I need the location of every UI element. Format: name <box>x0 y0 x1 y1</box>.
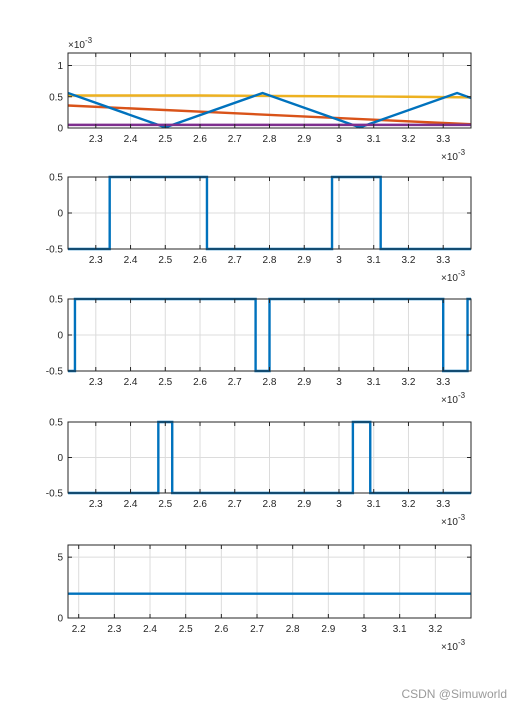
series-line-1 <box>68 297 471 373</box>
x-tick-label: 2.3 <box>89 377 103 388</box>
subplot-5: 2.2 2.3 2.4 2.5 2.6 2.7 2.8 2.9 3 3.1 3.2 0 5 ×10-3 <box>57 544 472 653</box>
x-tick-label: 2.4 <box>124 134 138 145</box>
x-tick-label: 2.6 <box>214 624 228 635</box>
x-tick-label: 2.4 <box>124 499 138 510</box>
x-tick-label: 3.2 <box>428 624 442 635</box>
x-tick-label: 3.3 <box>436 377 450 388</box>
y-tick-label: 1 <box>57 61 63 72</box>
x-tick-label: 2.5 <box>158 134 172 145</box>
y-tick-label: 0 <box>57 124 63 135</box>
x-tick-label: 2.2 <box>72 624 86 635</box>
x-tick-label: 2.9 <box>297 255 311 266</box>
x-exponent-value: -3 <box>458 269 466 278</box>
y-tick-label: 5 <box>57 553 63 564</box>
x-tick-label: 2.7 <box>228 255 242 266</box>
x-tick-label: 2.6 <box>193 499 207 510</box>
y-tick-label: 0.5 <box>49 295 63 306</box>
x-tick-label: 3 <box>336 255 342 266</box>
watermark-text: CSDN @Simuworld <box>401 687 507 701</box>
x-exponent-label: ×10-3 <box>441 513 466 528</box>
x-tick-label: 2.8 <box>263 134 277 145</box>
x-exponent-value: -3 <box>458 513 466 522</box>
x-tick-label: 3.2 <box>402 255 416 266</box>
y-tick-label: 0.5 <box>49 418 63 429</box>
x-tick-label: 2.7 <box>228 377 242 388</box>
x-tick-label: 2.4 <box>124 377 138 388</box>
y-exponent-value: -3 <box>85 36 93 45</box>
x-tick-label: 2.9 <box>297 499 311 510</box>
x-tick-label: 2.5 <box>158 255 172 266</box>
x-exponent-value: -3 <box>458 638 466 647</box>
x-tick-label: 2.6 <box>193 255 207 266</box>
x-tick-label: 2.3 <box>89 499 103 510</box>
x-tick-label: 3.2 <box>402 377 416 388</box>
x-tick-label: 2.7 <box>228 499 242 510</box>
y-tick-label: -0.5 <box>46 245 64 256</box>
x-tick-label: 2.3 <box>107 624 121 635</box>
x-tick-label: 3.1 <box>393 624 407 635</box>
x-tick-label: 2.7 <box>250 624 264 635</box>
x-tick-label: 2.6 <box>193 377 207 388</box>
x-tick-label: 2.3 <box>89 255 103 266</box>
x-tick-label: 3.3 <box>436 499 450 510</box>
x-tick-label: 2.4 <box>143 624 157 635</box>
x-tick-label: 2.3 <box>89 134 103 145</box>
subplot-3: 2.3 2.4 2.5 2.6 2.7 2.8 2.9 3 3.1 3.2 3.3 -0.5 0 0.5 ×… <box>46 295 472 406</box>
x-exponent-label: ×10-3 <box>441 391 466 406</box>
x-exponent-label: ×10-3 <box>441 269 466 284</box>
x-tick-label: 3 <box>336 134 342 145</box>
x-tick-label: 3.1 <box>367 499 381 510</box>
x-tick-label: 3 <box>361 624 367 635</box>
x-exponent-label: ×10-3 <box>441 638 466 653</box>
x-tick-label: 2.9 <box>297 377 311 388</box>
x-exponent-label: ×10-3 <box>441 148 466 163</box>
x-tick-label: 3.1 <box>367 377 381 388</box>
x-tick-label: 3.3 <box>436 134 450 145</box>
x-tick-label: 2.8 <box>286 624 300 635</box>
x-tick-label: 3.1 <box>367 134 381 145</box>
x-tick-label: 3 <box>336 499 342 510</box>
subplot-2: 2.3 2.4 2.5 2.6 2.7 2.8 2.9 3 3.1 3.2 3.3 -0.5 0 0.5 ×… <box>46 173 472 284</box>
y-tick-label: -0.5 <box>46 367 64 378</box>
x-tick-label: 3.2 <box>402 134 416 145</box>
y-tick-label: 0 <box>57 614 63 625</box>
x-tick-label: 2.8 <box>263 377 277 388</box>
subplot-4: 2.3 2.4 2.5 2.6 2.7 2.8 2.9 3 3.1 3.2 3.3 -0.5 0 0.5 ×… <box>46 418 472 528</box>
y-tick-label: 0 <box>57 331 63 342</box>
y-tick-label: 0.5 <box>49 173 63 184</box>
y-tick-label: 0.5 <box>49 92 63 103</box>
x-tick-label: 2.8 <box>263 255 277 266</box>
series-line-3 <box>68 91 471 129</box>
x-tick-label: 2.4 <box>124 255 138 266</box>
series-line-1 <box>68 94 471 99</box>
x-tick-label: 2.5 <box>158 377 172 388</box>
x-tick-label: 2.8 <box>263 499 277 510</box>
x-tick-label: 2.5 <box>158 499 172 510</box>
y-tick-label: 0 <box>57 209 63 220</box>
plot-area <box>68 545 471 618</box>
x-exponent-value: -3 <box>458 391 466 400</box>
x-tick-label: 3.1 <box>367 255 381 266</box>
y-exponent-label: ×10-3 <box>68 36 93 51</box>
x-tick-label: 2.9 <box>297 134 311 145</box>
subplot-1: 2.3 2.4 2.5 2.6 2.7 2.8 2.9 3 3.1 3.2 3.3 0 0.5 1 ×10-… <box>49 36 472 163</box>
y-tick-label: -0.5 <box>46 489 64 500</box>
x-exponent-value: -3 <box>458 148 466 157</box>
x-tick-label: 3.3 <box>436 255 450 266</box>
x-tick-label: 2.5 <box>179 624 193 635</box>
x-tick-label: 2.6 <box>193 134 207 145</box>
x-tick-label: 3.2 <box>402 499 416 510</box>
x-tick-label: 2.7 <box>228 134 242 145</box>
x-tick-label: 3 <box>336 377 342 388</box>
axes-box <box>67 544 472 619</box>
series-line-2 <box>68 104 471 126</box>
x-tick-label: 2.9 <box>321 624 335 635</box>
y-tick-label: 0 <box>57 453 63 464</box>
